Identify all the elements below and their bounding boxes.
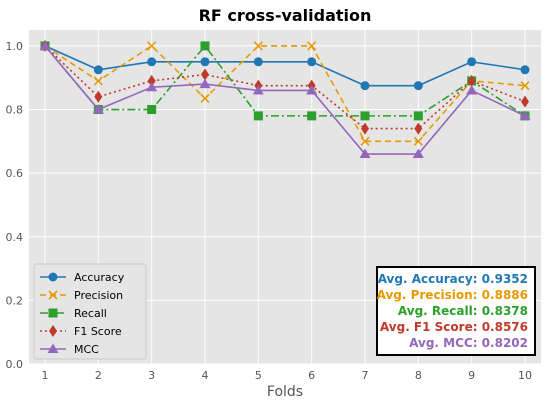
data-point-precision <box>413 136 423 146</box>
series-line-accuracy <box>44 45 526 87</box>
series-line-mcc <box>44 45 526 155</box>
data-point-accuracy <box>200 57 210 67</box>
data-point-mcc <box>92 104 104 114</box>
legend-marker-accuracy <box>48 272 58 282</box>
legend-marker-mcc <box>47 343 59 353</box>
data-point-precision <box>200 93 210 103</box>
data-point-mcc <box>199 78 211 89</box>
data-point-recall <box>200 41 210 51</box>
legend: Accuracy Precision Recall F1 Score MCC <box>33 263 147 360</box>
series-line-precision <box>44 44 526 143</box>
x-tick-label: 3 <box>148 369 155 382</box>
legend-label-mcc: MCC <box>74 343 99 356</box>
data-point-f1-score <box>94 90 103 103</box>
x-tick-label: 6 <box>308 369 315 382</box>
data-point-f1-score <box>467 74 476 87</box>
legend-label-f1-score: F1 Score <box>74 325 122 338</box>
data-point-f1-score <box>147 74 156 87</box>
data-point-precision <box>253 41 263 51</box>
data-point-recall <box>413 111 423 121</box>
chart-title: RF cross-validation <box>199 6 372 25</box>
x-tick-label: 7 <box>362 369 369 382</box>
legend-frame <box>33 263 147 360</box>
data-point-accuracy <box>253 57 263 67</box>
legend-marker-f1-score <box>49 325 57 337</box>
data-point-recall <box>307 111 317 121</box>
data-point-mcc <box>306 84 318 95</box>
average-box-frame <box>376 266 536 356</box>
data-point-accuracy <box>360 81 370 91</box>
x-tick-label: 4 <box>202 369 209 382</box>
y-tick-label: 0.0 <box>6 358 24 371</box>
y-tick-label: 0.2 <box>6 294 24 307</box>
x-tick-label: 10 <box>518 369 532 382</box>
data-point-f1-score <box>361 122 369 135</box>
data-point-mcc <box>466 84 478 95</box>
y-tick-label: 0.4 <box>6 231 24 244</box>
data-point-mcc <box>359 148 371 159</box>
average-metric-text: Avg. Accuracy: 0.9352 <box>378 272 528 286</box>
average-metric-text: Avg. Recall: 0.8378 <box>398 304 528 318</box>
data-point-accuracy <box>147 57 157 67</box>
data-point-precision <box>307 41 317 51</box>
data-point-f1-score <box>414 122 423 135</box>
series-line-recall <box>44 44 526 117</box>
y-tick-labels: 0.0 0.2 0.4 0.6 0.8 1.0 <box>6 40 24 371</box>
series-accuracy <box>40 41 530 91</box>
data-point-recall <box>253 111 263 121</box>
x-tick-labels: 1 2 3 4 5 6 7 8 9 10 <box>42 369 533 382</box>
average-metric-text: Avg. F1 Score: 0.8576 <box>380 320 528 334</box>
data-point-precision <box>360 136 370 146</box>
data-point-mcc <box>146 81 158 92</box>
data-point-accuracy <box>93 65 103 75</box>
x-tick-label: 8 <box>415 369 422 382</box>
x-axis-label: Folds <box>267 384 303 400</box>
legend-label-precision: Precision <box>74 289 123 302</box>
series-line-f1-score <box>44 45 526 130</box>
series-mcc <box>39 40 531 159</box>
data-point-recall <box>147 105 157 115</box>
data-point-accuracy <box>307 57 317 67</box>
data-point-precision <box>147 41 157 51</box>
data-point-f1-score <box>521 95 529 108</box>
data-point-precision <box>520 81 530 91</box>
legend-label-recall: Recall <box>74 307 107 320</box>
y-tick-label: 1.0 <box>6 40 24 53</box>
data-point-f1-score <box>201 68 209 81</box>
legend-marker-precision <box>48 290 58 300</box>
data-point-accuracy <box>467 57 477 67</box>
x-tick-label: 5 <box>255 369 262 382</box>
average-metrics-box: Avg. Accuracy: 0.9352 Avg. Precision: 0.8… <box>376 266 536 356</box>
data-point-mcc <box>519 110 531 120</box>
data-point-recall <box>360 111 370 121</box>
data-point-accuracy <box>520 65 530 75</box>
data-point-mcc <box>252 84 264 95</box>
data-point-accuracy <box>413 81 423 91</box>
legend-label-accuracy: Accuracy <box>74 271 125 284</box>
data-point-mcc <box>412 148 424 159</box>
average-metric-text: Avg. MCC: 0.8202 <box>409 336 528 350</box>
data-point-mcc <box>39 40 51 50</box>
x-tick-label: 1 <box>42 369 49 382</box>
x-tick-label: 9 <box>468 369 475 382</box>
average-metric-text: Avg. Precision: 0.8886 <box>377 288 528 302</box>
legend-marker-recall <box>48 308 58 318</box>
series-layer <box>39 39 531 159</box>
y-tick-label: 0.8 <box>6 104 24 117</box>
data-point-precision <box>93 76 103 86</box>
y-tick-label: 0.6 <box>6 167 24 180</box>
x-tick-label: 2 <box>95 369 102 382</box>
